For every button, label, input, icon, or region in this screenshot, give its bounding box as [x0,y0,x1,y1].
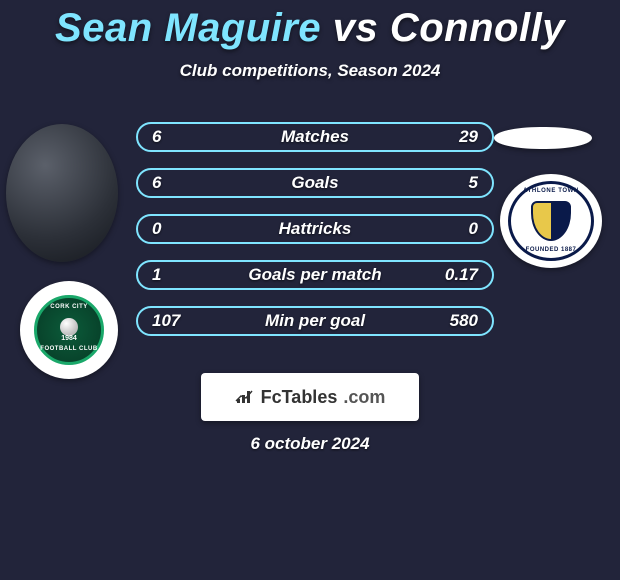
stat-value-left: 6 [152,173,190,193]
bar-chart-icon [235,389,255,405]
title-vs: vs [333,6,379,50]
title-player1: Sean Maguire [55,6,321,50]
stat-value-right: 0 [440,219,478,239]
stat-row: 0Hattricks0 [136,214,494,244]
page-title: Sean Maguire vs Connolly [0,0,620,51]
stat-row: 6Matches29 [136,122,494,152]
stat-row: 6Goals5 [136,168,494,198]
crest-left-text-bottom: FOOTBALL CLUB [37,346,101,352]
crest-right-text-bottom: FOUNDED 1887 [511,247,591,253]
stats-panel: 6Matches296Goals50Hattricks01Goals per m… [136,122,494,352]
stat-value-right: 580 [440,311,478,331]
stat-value-left: 0 [152,219,190,239]
stat-label: Hattricks [138,219,492,239]
stat-row: 1Goals per match0.17 [136,260,494,290]
player2-club-crest: ATHLONE TOWN FOUNDED 1887 [500,174,602,268]
crest-left-year: 1984 [37,335,101,342]
stat-value-right: 29 [440,127,478,147]
brand-name-2: .com [343,387,385,408]
date-label: 6 october 2024 [0,434,620,454]
stat-label: Goals [138,173,492,193]
stat-value-left: 6 [152,127,190,147]
player1-avatar [6,124,118,262]
brand-name-1: FcTables [261,387,338,408]
crest-right-text-top: ATHLONE TOWN [511,188,591,194]
stat-value-right: 0.17 [440,265,478,285]
stat-value-left: 107 [152,311,190,331]
stat-label: Matches [138,127,492,147]
stat-value-right: 5 [440,173,478,193]
crest-cork-city: CORK CITY 1984 FOOTBALL CLUB [34,295,104,365]
subtitle: Club competitions, Season 2024 [0,61,620,81]
crest-athlone-town: ATHLONE TOWN FOUNDED 1887 [508,181,594,261]
branding-badge: FcTables.com [201,373,419,421]
stat-label: Goals per match [138,265,492,285]
stat-label: Min per goal [138,311,492,331]
stat-row: 107Min per goal580 [136,306,494,336]
crest-shield-icon [531,201,571,241]
player1-club-crest: CORK CITY 1984 FOOTBALL CLUB [20,281,118,379]
crest-ball-icon [60,318,78,336]
stat-value-left: 1 [152,265,190,285]
crest-left-text-top: CORK CITY [37,304,101,310]
player2-avatar [494,127,592,149]
title-player2: Connolly [390,6,565,50]
